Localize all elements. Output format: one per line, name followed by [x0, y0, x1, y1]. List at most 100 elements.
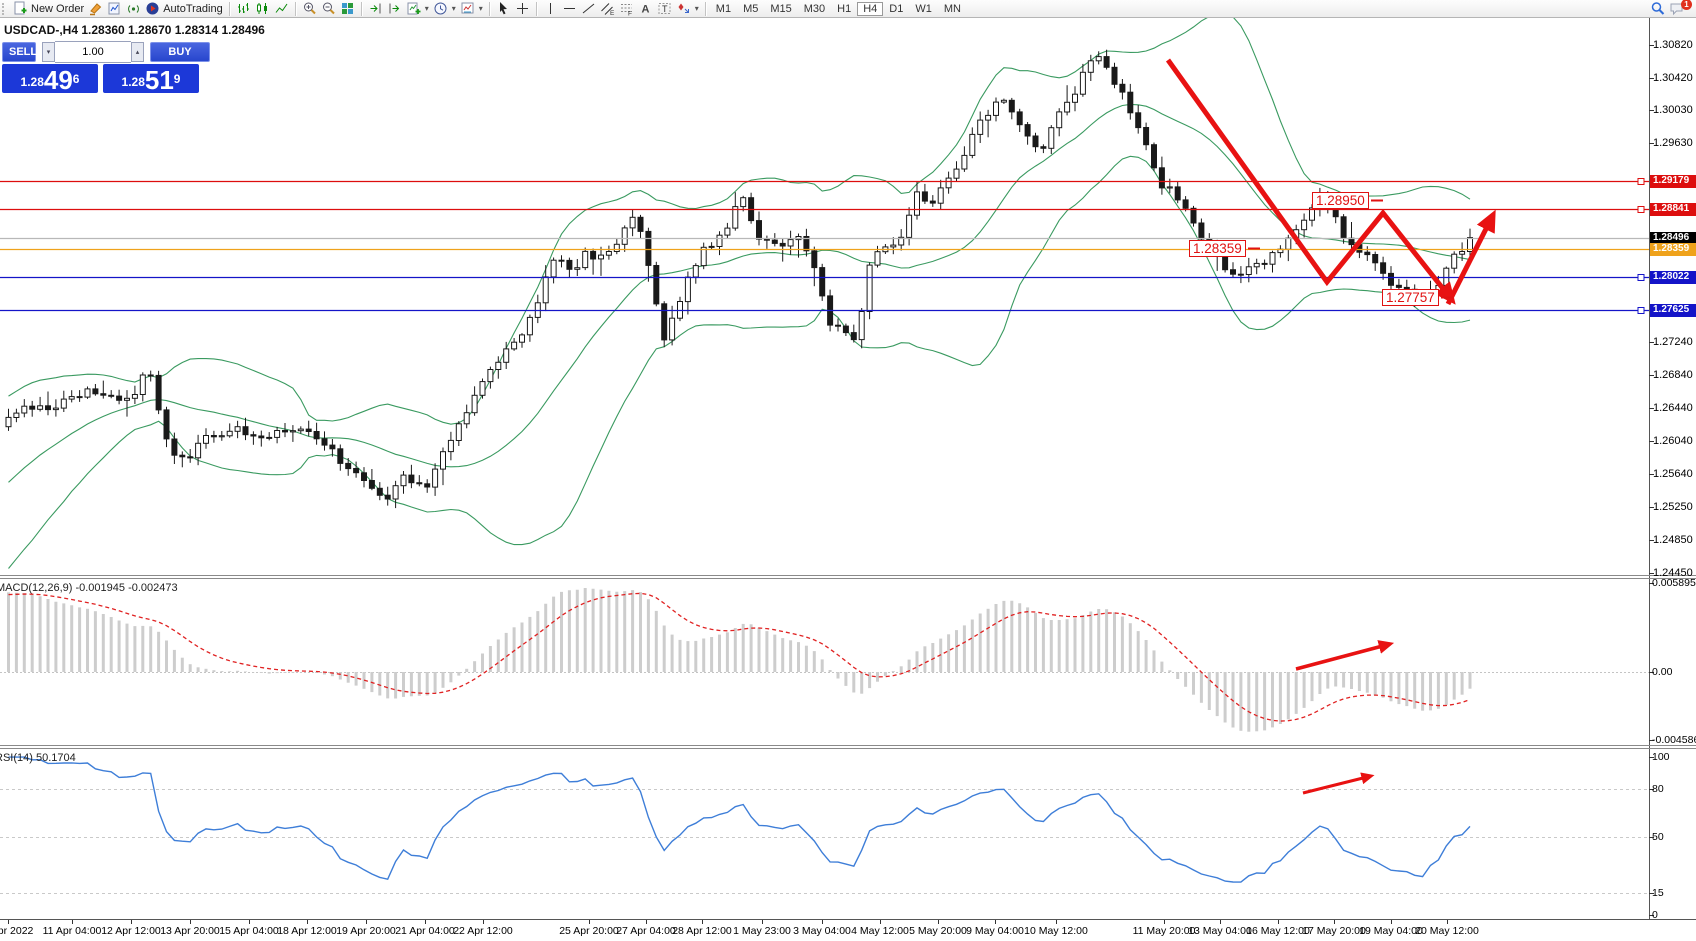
autotrading-label: AutoTrading [163, 2, 223, 15]
toolbar-separator [360, 1, 362, 16]
bollinger-bands [8, 18, 1471, 569]
signal-button[interactable] [124, 1, 143, 17]
buy-price-big: 51 [144, 65, 174, 95]
macd-indicator-label: MACD(12,26,9) -0.001945 -0.002473 [0, 582, 178, 594]
horizontal-line-1.28022[interactable] [0, 274, 1649, 281]
arrows-icon [678, 3, 689, 13]
svg-text:F: F [628, 11, 632, 17]
tile-windows-button[interactable] [338, 1, 357, 17]
timeframe-m1[interactable]: M1 [715, 2, 732, 15]
expert-advisor-button[interactable] [105, 1, 124, 17]
fibonacci-button[interactable]: F [617, 1, 636, 17]
bar-chart-icon [237, 3, 249, 13]
toolbar-grip[interactable] [2, 2, 8, 15]
new-order-button[interactable]: New Order [11, 1, 86, 17]
horizontal-line-icon [563, 8, 575, 9]
macd-up-arrow[interactable] [1295, 640, 1395, 671]
main-toolbar: New Order AutoTrading [0, 0, 1696, 18]
horizontal-line-1.27625[interactable] [0, 307, 1649, 314]
dropdown-caret-icon: ▾ [451, 4, 456, 13]
search-icon [1651, 2, 1665, 15]
horizontal-line-1.28841[interactable] [0, 206, 1649, 213]
svg-text:T: T [662, 4, 668, 14]
fibonacci-icon: F [620, 4, 632, 17]
auto-scroll-icon [370, 3, 381, 14]
line-chart-button[interactable] [272, 1, 291, 17]
sell-button[interactable]: SELL [2, 42, 37, 62]
clock-icon [434, 2, 447, 15]
templates-button[interactable]: ▾ [458, 1, 485, 17]
vertical-line-button[interactable] [541, 1, 560, 17]
vertical-line-icon [549, 3, 551, 14]
chart-shift-icon [389, 3, 399, 14]
highlighter-button[interactable] [86, 1, 105, 17]
equidistant-channel-icon: E [600, 3, 615, 16]
timeframe-m5[interactable]: M5 [743, 2, 759, 15]
timeframe-d1[interactable]: D1 [889, 2, 904, 15]
volume-input[interactable] [55, 41, 131, 63]
timeframe-m30[interactable]: M30 [803, 2, 826, 15]
notification-badge: 1 [1681, 0, 1692, 10]
expert-advisor-icon [108, 2, 120, 15]
text-label-button[interactable]: T [655, 1, 674, 17]
crosshair-button[interactable] [513, 1, 532, 17]
chart-shift-button[interactable] [385, 1, 404, 17]
zoom-out-icon [322, 2, 335, 15]
rsi-line [8, 756, 1471, 883]
chart-title-ohlc: USDCAD-,H4 1.28360 1.28670 1.28314 1.284… [4, 23, 265, 37]
zoom-out-button[interactable] [319, 1, 338, 17]
autotrading-button[interactable]: AutoTrading [143, 1, 225, 17]
trend-up-arrow[interactable] [1445, 209, 1496, 306]
sell-price-display[interactable]: 1.28 49 6 [2, 64, 98, 93]
new-chart-button[interactable]: ▾ [404, 1, 431, 17]
new-order-label: New Order [31, 2, 85, 15]
timeframe-mn[interactable]: MN [943, 2, 961, 15]
arrows-button[interactable]: ▾ [674, 1, 701, 17]
line-chart-icon [275, 3, 288, 13]
trendline-icon [582, 3, 595, 14]
trendline-button[interactable] [579, 1, 598, 17]
cursor-button[interactable] [494, 1, 513, 17]
text-label-icon: T [658, 3, 671, 14]
buy-button[interactable]: BUY [150, 42, 210, 62]
autotrading-icon [146, 2, 159, 15]
timeframe-w1[interactable]: W1 [915, 2, 932, 15]
candlestick-chart-button[interactable] [253, 1, 272, 17]
sell-price-big: 49 [43, 65, 73, 95]
volume-decrease-button[interactable]: ▾ [42, 42, 55, 62]
bar-chart-button[interactable] [234, 1, 253, 17]
timeframe-h1[interactable]: H1 [837, 2, 852, 15]
timeframe-h4[interactable]: H4 [857, 1, 884, 16]
new-order-icon [14, 1, 27, 15]
templates-icon [461, 2, 474, 14]
dropdown-caret-icon: ▾ [694, 4, 699, 13]
buy-price-display[interactable]: 1.28 51 9 [103, 64, 199, 93]
volume-increase-button[interactable]: ▴ [131, 42, 144, 62]
rsi-up-arrow[interactable] [1302, 772, 1375, 795]
highlighter-icon [90, 3, 102, 16]
periodicity-button[interactable]: ▾ [431, 1, 458, 17]
crosshair-icon [516, 3, 528, 14]
sell-price-sup: 6 [72, 72, 80, 86]
candlestick-series [5, 49, 1473, 509]
signal-icon [128, 5, 140, 13]
timeframe-m15[interactable]: M15 [770, 2, 792, 15]
auto-scroll-button[interactable] [366, 1, 385, 17]
equidistant-channel-button[interactable]: E [598, 1, 617, 17]
rsi-indicator-label: RSI(14) 50.1704 [0, 752, 76, 764]
zoom-in-button[interactable] [300, 1, 319, 17]
search-button[interactable] [1648, 1, 1667, 17]
dropdown-caret-icon: ▾ [424, 4, 429, 13]
macd-histogram [7, 588, 1472, 732]
cursor-icon [499, 2, 507, 15]
svg-text:A: A [641, 4, 649, 16]
horizontal-line-1.29179[interactable] [0, 178, 1649, 185]
toolbar-separator [488, 1, 490, 16]
text-button[interactable]: A [636, 1, 655, 17]
toolbar-separator [535, 1, 537, 16]
horizontal-line-button[interactable] [560, 1, 579, 17]
trend-zigzag-arrow[interactable] [1165, 58, 1456, 305]
text-a-icon: A [641, 4, 649, 16]
sell-price-prefix: 1.28 [20, 75, 44, 89]
